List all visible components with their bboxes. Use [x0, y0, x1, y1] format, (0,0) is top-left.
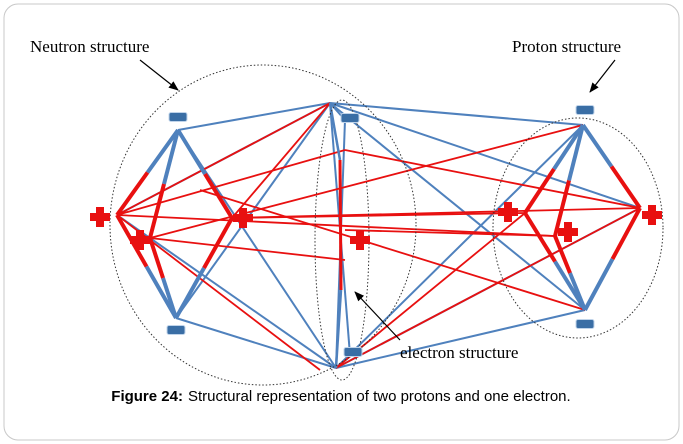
bond-blue: [116, 214, 337, 369]
neutron-label: Neutron structure: [30, 37, 149, 56]
minus-sign: [340, 113, 360, 123]
bond-red: [148, 237, 165, 279]
charges: [90, 105, 662, 357]
bond-blue: [567, 124, 585, 181]
bond-red: [344, 229, 556, 237]
bond-red: [116, 102, 331, 216]
bond-red: [523, 211, 557, 263]
bond-blue: [144, 265, 178, 319]
bond-blue: [334, 289, 343, 369]
electron-label: electron structure: [400, 343, 518, 362]
bond-red: [202, 217, 234, 269]
bond-blue: [335, 124, 584, 369]
bond-red: [231, 207, 641, 219]
bond-blue: [329, 102, 586, 311]
bond-red: [335, 207, 641, 369]
plus-sign: [558, 222, 578, 242]
bond-blue: [329, 102, 641, 209]
bond-blue: [177, 102, 331, 131]
bond-blue: [145, 128, 180, 174]
proton-boundary: [492, 117, 664, 339]
caption-label: Figure 24:: [111, 388, 183, 405]
caption: Figure 24: Structural representation of t…: [111, 388, 570, 405]
plus-sign: [498, 202, 518, 222]
bond-blue: [335, 309, 586, 369]
bond-red: [148, 183, 166, 239]
connections: [115, 102, 642, 371]
bond-blue: [175, 317, 337, 369]
neutron-boundary: [109, 64, 417, 386]
plus-sign: [642, 205, 662, 225]
plus-sign: [130, 230, 150, 250]
bond-blue: [162, 129, 180, 185]
plus-sign: [350, 230, 370, 250]
plus-sign: [233, 208, 253, 228]
bond-blue: [329, 102, 584, 126]
bond-blue: [583, 258, 615, 311]
bond-blue: [581, 123, 614, 168]
bond-red: [203, 172, 234, 220]
bond-blue: [161, 277, 178, 319]
bond-blue: [552, 123, 585, 171]
minus-sign: [575, 319, 595, 329]
bond-red: [553, 180, 571, 237]
bond-blue: [174, 267, 206, 319]
minus-sign: [168, 112, 188, 122]
electron-arrow: [354, 291, 401, 341]
bond-red: [609, 165, 642, 210]
minus-sign: [343, 347, 363, 357]
bond-red: [116, 149, 346, 216]
minus-sign: [575, 105, 595, 115]
bond-red: [231, 102, 331, 219]
minus-sign: [166, 325, 186, 335]
bond-blue: [176, 128, 207, 176]
proton-label: Proton structure: [512, 37, 621, 56]
bond-red: [523, 167, 556, 215]
bond-blue: [568, 272, 587, 311]
bond-blue: [328, 102, 342, 161]
bond-red: [344, 149, 641, 209]
bond-red: [149, 124, 584, 239]
bond-red: [610, 207, 642, 260]
bond-red: [199, 189, 586, 311]
bond-red: [116, 214, 556, 237]
bond-red: [553, 235, 572, 274]
bond-red: [338, 159, 343, 291]
bond-red: [149, 237, 346, 261]
neutron-arrow: [139, 59, 179, 91]
bond-red: [115, 171, 150, 217]
plus-sign: [90, 207, 110, 227]
proton-arrow: [589, 59, 616, 93]
caption-text: Structural representation of two protons…: [188, 388, 571, 405]
